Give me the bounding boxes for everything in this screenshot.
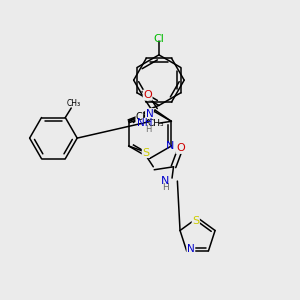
Text: C: C — [136, 112, 143, 122]
Text: Cl: Cl — [154, 34, 164, 44]
Text: O: O — [143, 90, 152, 100]
Text: CH₃: CH₃ — [66, 99, 80, 108]
Text: S: S — [142, 148, 149, 158]
Text: NH: NH — [137, 118, 153, 128]
Text: S: S — [192, 216, 199, 226]
Text: N: N — [146, 109, 153, 118]
Text: CH₃: CH₃ — [148, 118, 164, 127]
Text: N: N — [187, 244, 195, 254]
Text: N: N — [161, 176, 170, 186]
Text: H: H — [145, 125, 152, 134]
Text: N: N — [166, 141, 174, 151]
Text: O: O — [176, 143, 185, 153]
Text: H: H — [162, 182, 169, 191]
